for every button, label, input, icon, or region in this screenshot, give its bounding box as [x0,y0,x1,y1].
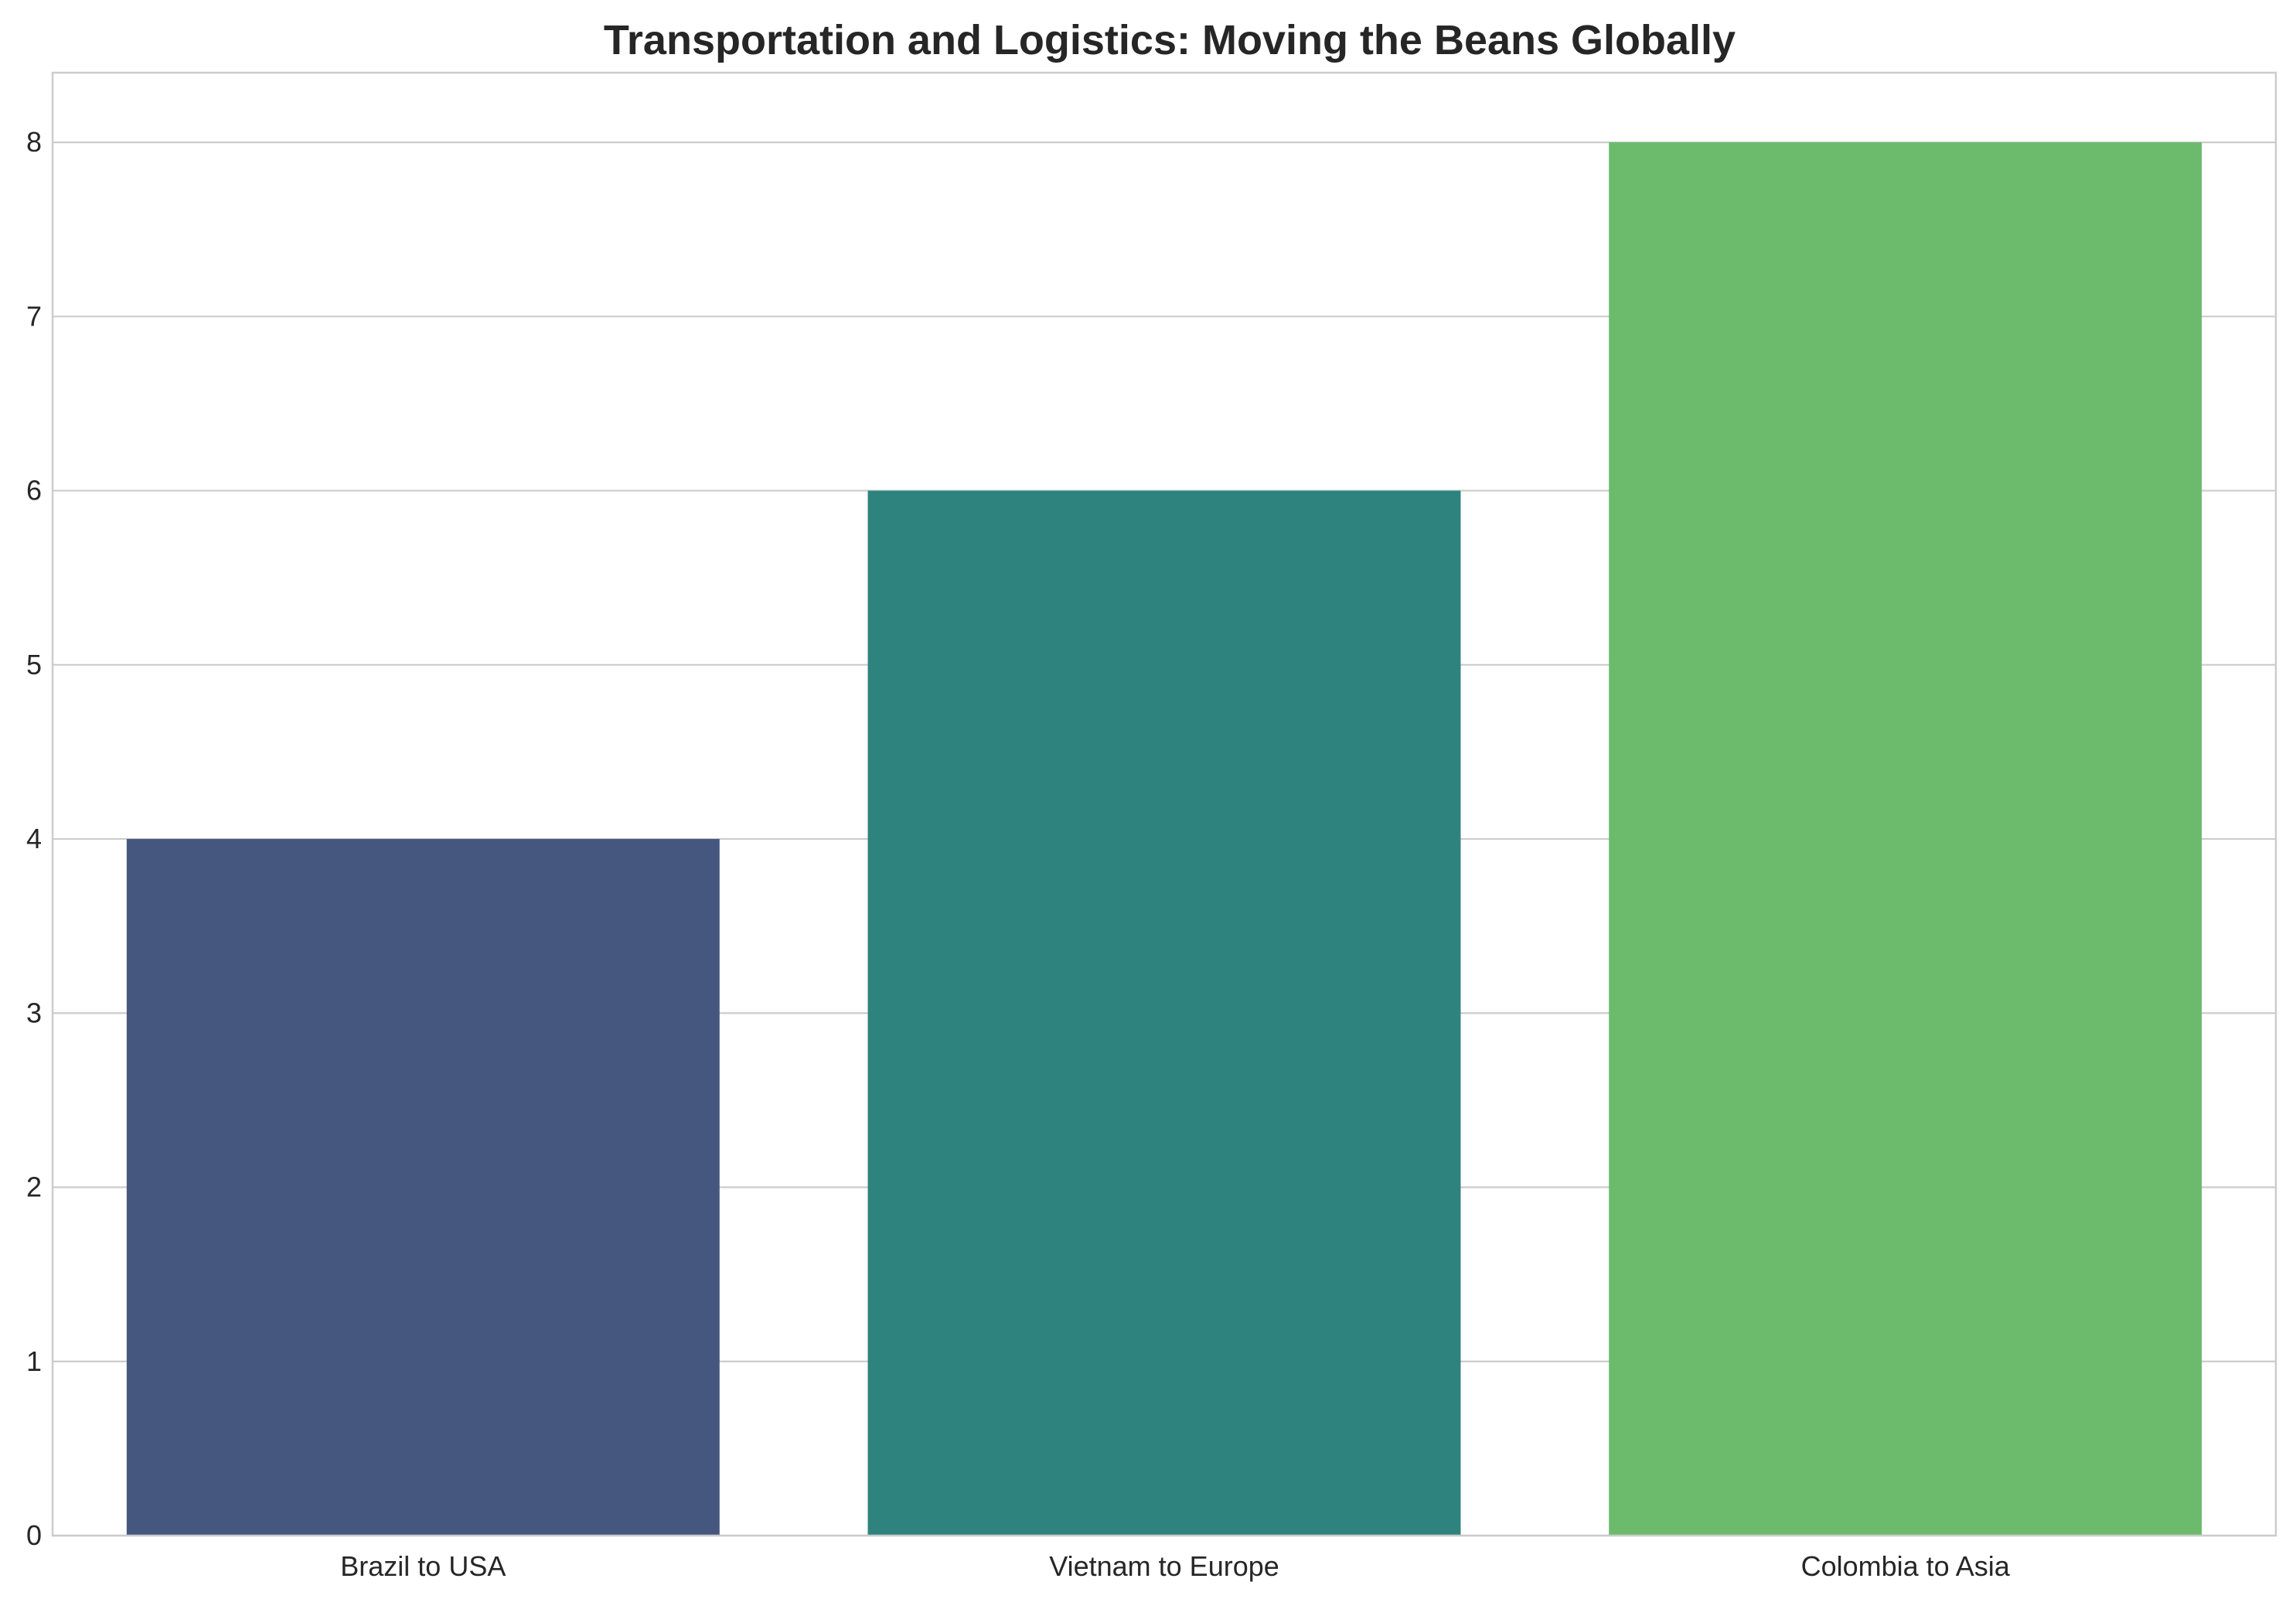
y-tick-label-5: 5 [26,649,42,680]
y-axis-ticks: 0 1 2 3 4 5 6 7 8 [26,126,42,1551]
bar-colombia-to-asia [1609,142,2202,1536]
y-tick-label-4: 4 [26,823,42,854]
plot-border [51,71,2277,1537]
y-tick-label-1: 1 [26,1345,42,1377]
x-tick-label-2: Colombia to Asia [1801,1550,2011,1582]
bar-brazil-to-usa [126,839,720,1536]
y-tick-label-6: 6 [26,475,42,506]
y-tick-label-3: 3 [26,997,42,1028]
x-axis-ticks: Brazil to USA Vietnam to Europe Colombia t… [340,1550,2010,1582]
y-tick-label-7: 7 [26,300,42,332]
bars [126,142,2202,1536]
plot-frame [51,71,2277,1537]
chart-title: Transportation and Logistics: Moving the… [604,17,1736,63]
y-tick-label-2: 2 [26,1171,42,1203]
x-tick-label-0: Brazil to USA [340,1550,506,1582]
x-tick-label-1: Vietnam to Europe [1049,1550,1279,1582]
bar-vietnam-to-europe [867,490,1461,1536]
y-tick-label-8: 8 [26,126,42,158]
y-tick-label-0: 0 [26,1519,42,1551]
